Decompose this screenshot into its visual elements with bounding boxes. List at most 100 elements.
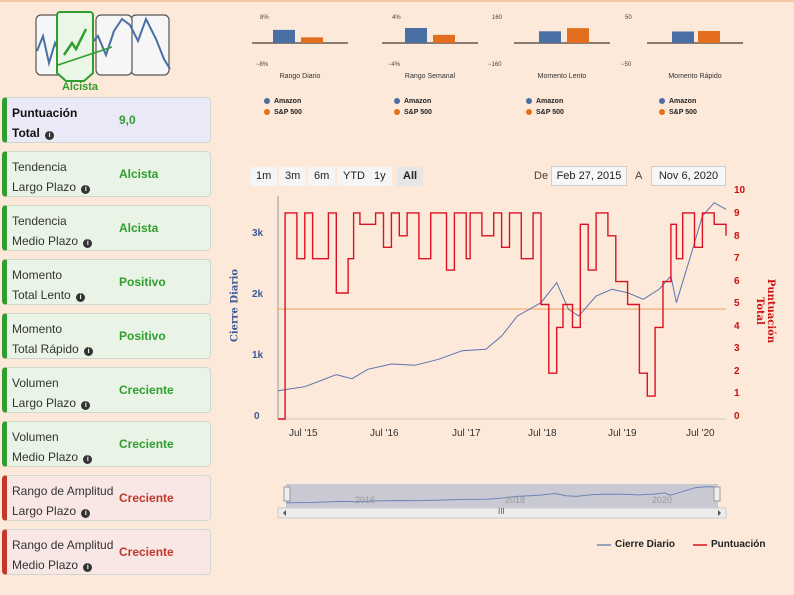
range-button-ytd[interactable]: YTD	[337, 167, 371, 186]
card-trend-long: Tendencia Largo Plazo i Alcista	[2, 151, 211, 197]
range-button-1m[interactable]: 1m	[250, 167, 278, 186]
y-tick-top: 160	[492, 15, 503, 21]
card-volume-medium: Volumen Medio Plazo i Creciente	[2, 421, 211, 467]
card-momentum-slow: Momento Total Lento i Positivo	[2, 259, 211, 305]
mini-chart-fast-momentum: 50 −50 Momento Rápido Amazon S&P 500	[621, 14, 745, 116]
y-left-tick-1k: 1k	[252, 350, 264, 361]
y-tick-top: 8%	[260, 15, 269, 21]
range-button-6m[interactable]: 6m	[308, 167, 336, 186]
y-tick-bottom: −50	[621, 62, 632, 68]
trend-chart-icon	[35, 11, 171, 82]
card-value: Creciente	[119, 437, 174, 451]
legend-score[interactable]: Puntuación	[711, 539, 766, 550]
navigator-year-2018: 2018	[505, 495, 526, 505]
card-value: 9,0	[119, 113, 136, 127]
legend-amazon: Amazon	[394, 98, 431, 105]
info-icon[interactable]: i	[83, 563, 93, 572]
mini-chart-weekly-range: 4% −4% Rango Semanal Amazon S&P 500	[380, 14, 480, 116]
y-right-tick-10: 10	[734, 185, 746, 196]
y-tick-bottom: −4%	[388, 62, 401, 68]
x-tick-2020: Jul '20	[686, 428, 715, 439]
info-icon[interactable]: i	[81, 185, 91, 194]
legend-sp500: S&P 500	[526, 109, 564, 116]
card-label: Volumen Largo Plazo i	[12, 373, 91, 413]
date-from-input[interactable]: Feb 27, 2015	[551, 166, 627, 186]
y-tick-top: 4%	[392, 15, 401, 21]
y-right-tick-1: 1	[734, 388, 740, 399]
navigator-scrollbar[interactable]	[277, 507, 727, 519]
legend-sp500: S&P 500	[659, 109, 697, 116]
scrollbar-grip[interactable]: III	[498, 507, 505, 516]
y-right-tick-0: 0	[734, 411, 740, 422]
y-tick-bottom: −8%	[256, 62, 269, 68]
date-to-input[interactable]: Nov 6, 2020	[651, 166, 726, 186]
bar-sp500	[301, 37, 323, 43]
card-label: Volumen Medio Plazo i	[12, 427, 93, 467]
navigator-year-2016: 2016	[355, 495, 376, 505]
card-label: Rango de Amplitud Largo Plazo i	[12, 484, 114, 518]
card-value: Creciente	[119, 491, 174, 505]
info-icon[interactable]: i	[83, 239, 93, 248]
y-right-tick-6: 6	[734, 276, 740, 287]
card-total-score: Puntuación Total i 9,0	[2, 97, 211, 143]
range-button-all[interactable]: All	[397, 167, 424, 186]
y-tick-top: 50	[625, 15, 632, 21]
x-tick-2017: Jul '17	[452, 428, 481, 439]
scroll-right-arrow-icon	[718, 510, 721, 516]
legend-price[interactable]: Cierre Diario	[615, 539, 676, 550]
card-trend-medium: Tendencia Medio Plazo i Alcista	[2, 205, 211, 251]
mini-chart-title: Momento Rápido	[668, 73, 722, 80]
date-from-label: De	[534, 170, 549, 182]
mini-chart-title: Rango Semanal	[404, 73, 456, 80]
info-icon[interactable]: i	[84, 347, 94, 356]
bar-amazon	[405, 28, 427, 43]
card-volume-long: Volumen Largo Plazo i Creciente	[2, 367, 211, 413]
legend-sp500: S&P 500	[394, 109, 432, 116]
card-value: Creciente	[119, 545, 174, 559]
legend-amazon: Amazon	[264, 98, 301, 105]
navigator-year-2020: 2020	[652, 495, 673, 505]
legend-amazon: Amazon	[659, 98, 696, 105]
card-label: Rango de Amplitud Medio Plazo i	[12, 538, 114, 572]
info-icon[interactable]: i	[81, 509, 91, 518]
y-right-tick-8: 8	[734, 231, 740, 242]
x-tick-2019: Jul '19	[608, 428, 637, 439]
navigator-left-handle[interactable]	[283, 486, 291, 502]
y-right-tick-9: 9	[734, 208, 740, 219]
y-right-tick-2: 2	[734, 366, 740, 377]
card-momentum-fast: Momento Total Rápido i Positivo	[2, 313, 211, 359]
y-left-tick-3k: 3k	[252, 228, 264, 239]
info-icon[interactable]: i	[83, 455, 93, 464]
navigator-right-handle[interactable]	[713, 486, 721, 502]
y-tick-bottom: −160	[488, 62, 502, 68]
info-icon[interactable]: i	[76, 293, 86, 302]
range-button-1y[interactable]: 1y	[368, 167, 392, 186]
card-value: Positivo	[119, 329, 166, 343]
info-icon[interactable]: i	[45, 131, 55, 140]
mini-chart-daily-range: 8% −8% Rango Diario Amazon S&P 500	[250, 14, 350, 116]
date-to-label: A	[635, 170, 643, 182]
legend-sp500: S&P 500	[264, 109, 302, 116]
y-right-tick-3: 3	[734, 343, 740, 354]
navigator[interactable]	[277, 484, 727, 519]
mini-chart-plot	[514, 28, 610, 44]
range-button-3m[interactable]: 3m	[279, 167, 307, 186]
scroll-left-arrow-icon	[283, 510, 286, 516]
bar-sp500	[433, 34, 455, 43]
info-icon[interactable]: i	[81, 401, 91, 410]
bar-amazon	[672, 31, 694, 43]
card-range-long: Rango de Amplitud Largo Plazo i Creciente	[2, 475, 211, 521]
mini-chart-plot	[382, 28, 478, 44]
y-left-tick-2k: 2k	[252, 289, 264, 300]
navigator-series-line	[285, 486, 719, 504]
mini-chart-plot	[252, 29, 348, 44]
score-series-line	[278, 212, 727, 420]
card-range-medium: Rango de Amplitud Medio Plazo i Creciente	[2, 529, 211, 575]
bar-amazon	[539, 31, 561, 43]
mini-chart-title: Rango Diario	[279, 73, 321, 80]
card-label: Puntuación Total i	[12, 106, 78, 140]
mini-chart-slow-momentum: 160 −160 Momento Lento Amazon S&P 500	[488, 14, 612, 116]
bar-amazon	[273, 29, 295, 43]
card-label: Momento Total Rápido i	[12, 319, 94, 359]
